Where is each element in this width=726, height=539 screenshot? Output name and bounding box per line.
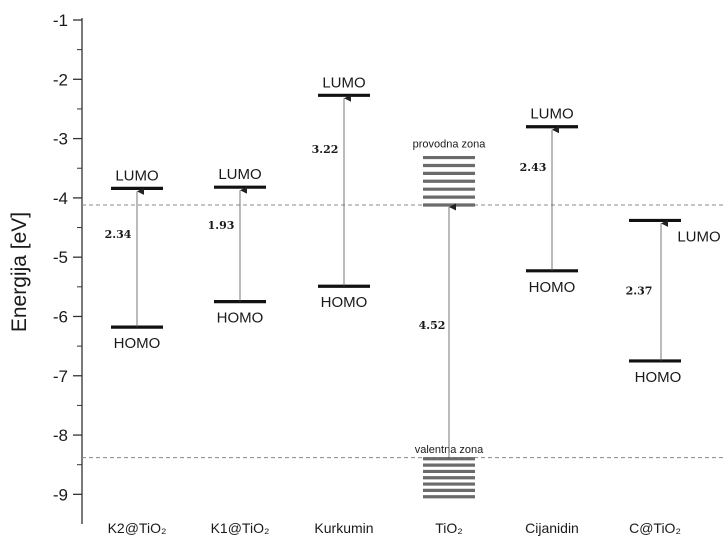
tio2-bands: provodna zona valentna zona 4.52 [413, 139, 487, 499]
lumo-label: LUMO [322, 74, 365, 91]
homo-label: HOMO [635, 369, 682, 386]
level-group: LUMO HOMO 2.34 [105, 167, 163, 352]
y-tick-label: -8 [53, 426, 68, 445]
y-axis-title: Energija [eV] [8, 212, 31, 332]
lumo-label: LUMO [677, 228, 720, 245]
y-tick-label: -1 [53, 11, 68, 30]
x-category-label: K1@TiO₂ [211, 520, 270, 536]
gap-value-label: 3.22 [312, 143, 339, 156]
x-category-label: Cijanidin [525, 520, 579, 536]
y-tick-label: -3 [53, 130, 68, 149]
chart-marks: LUMOHOMO2.34LUMOHOMO1.93LUMOHOMO3.22LUMO… [105, 74, 721, 499]
level-group: LUMO HOMO 1.93 [208, 166, 266, 327]
level-group: LUMO HOMO 2.43 [520, 106, 578, 296]
x-category-label: Kurkumin [314, 520, 373, 536]
level-group: LUMO HOMO 2.37 [626, 218, 721, 386]
valence-band-label: valentna zona [415, 444, 484, 456]
y-tick-label: -5 [53, 248, 68, 267]
lumo-label: LUMO [115, 167, 158, 184]
x-category-label: TiO₂ [435, 520, 462, 536]
lumo-label: LUMO [530, 106, 573, 123]
homo-label: HOMO [217, 310, 264, 327]
homo-label: HOMO [114, 335, 161, 352]
level-group: LUMO HOMO 3.22 [312, 74, 370, 311]
conduction-band-label: provodna zona [413, 139, 487, 151]
band-gap-label: 4.52 [419, 319, 446, 332]
y-tick-label: -6 [53, 307, 68, 326]
gap-value-label: 1.93 [208, 219, 235, 232]
x-category-label: K2@TiO₂ [108, 520, 167, 536]
gap-value-label: 2.43 [520, 161, 547, 174]
y-tick-label: -9 [53, 485, 68, 504]
x-category-label: C@TiO₂ [629, 520, 681, 536]
homo-label: HOMO [529, 279, 576, 296]
y-tick-label: -7 [53, 367, 68, 386]
lumo-label: LUMO [218, 166, 261, 183]
reference-lines [82, 204, 724, 459]
axis-layer: -1 -2 -3 -4 -5 -6 -7 -8 -9 K2@TiO₂ K1@TiO₂ Kurkumin… [53, 11, 681, 536]
homo-label: HOMO [321, 294, 368, 311]
y-tick-label: -4 [53, 189, 68, 208]
gap-value-label: 2.37 [626, 285, 653, 298]
gap-value-label: 2.34 [105, 228, 132, 241]
y-tick-label: -2 [53, 70, 68, 89]
